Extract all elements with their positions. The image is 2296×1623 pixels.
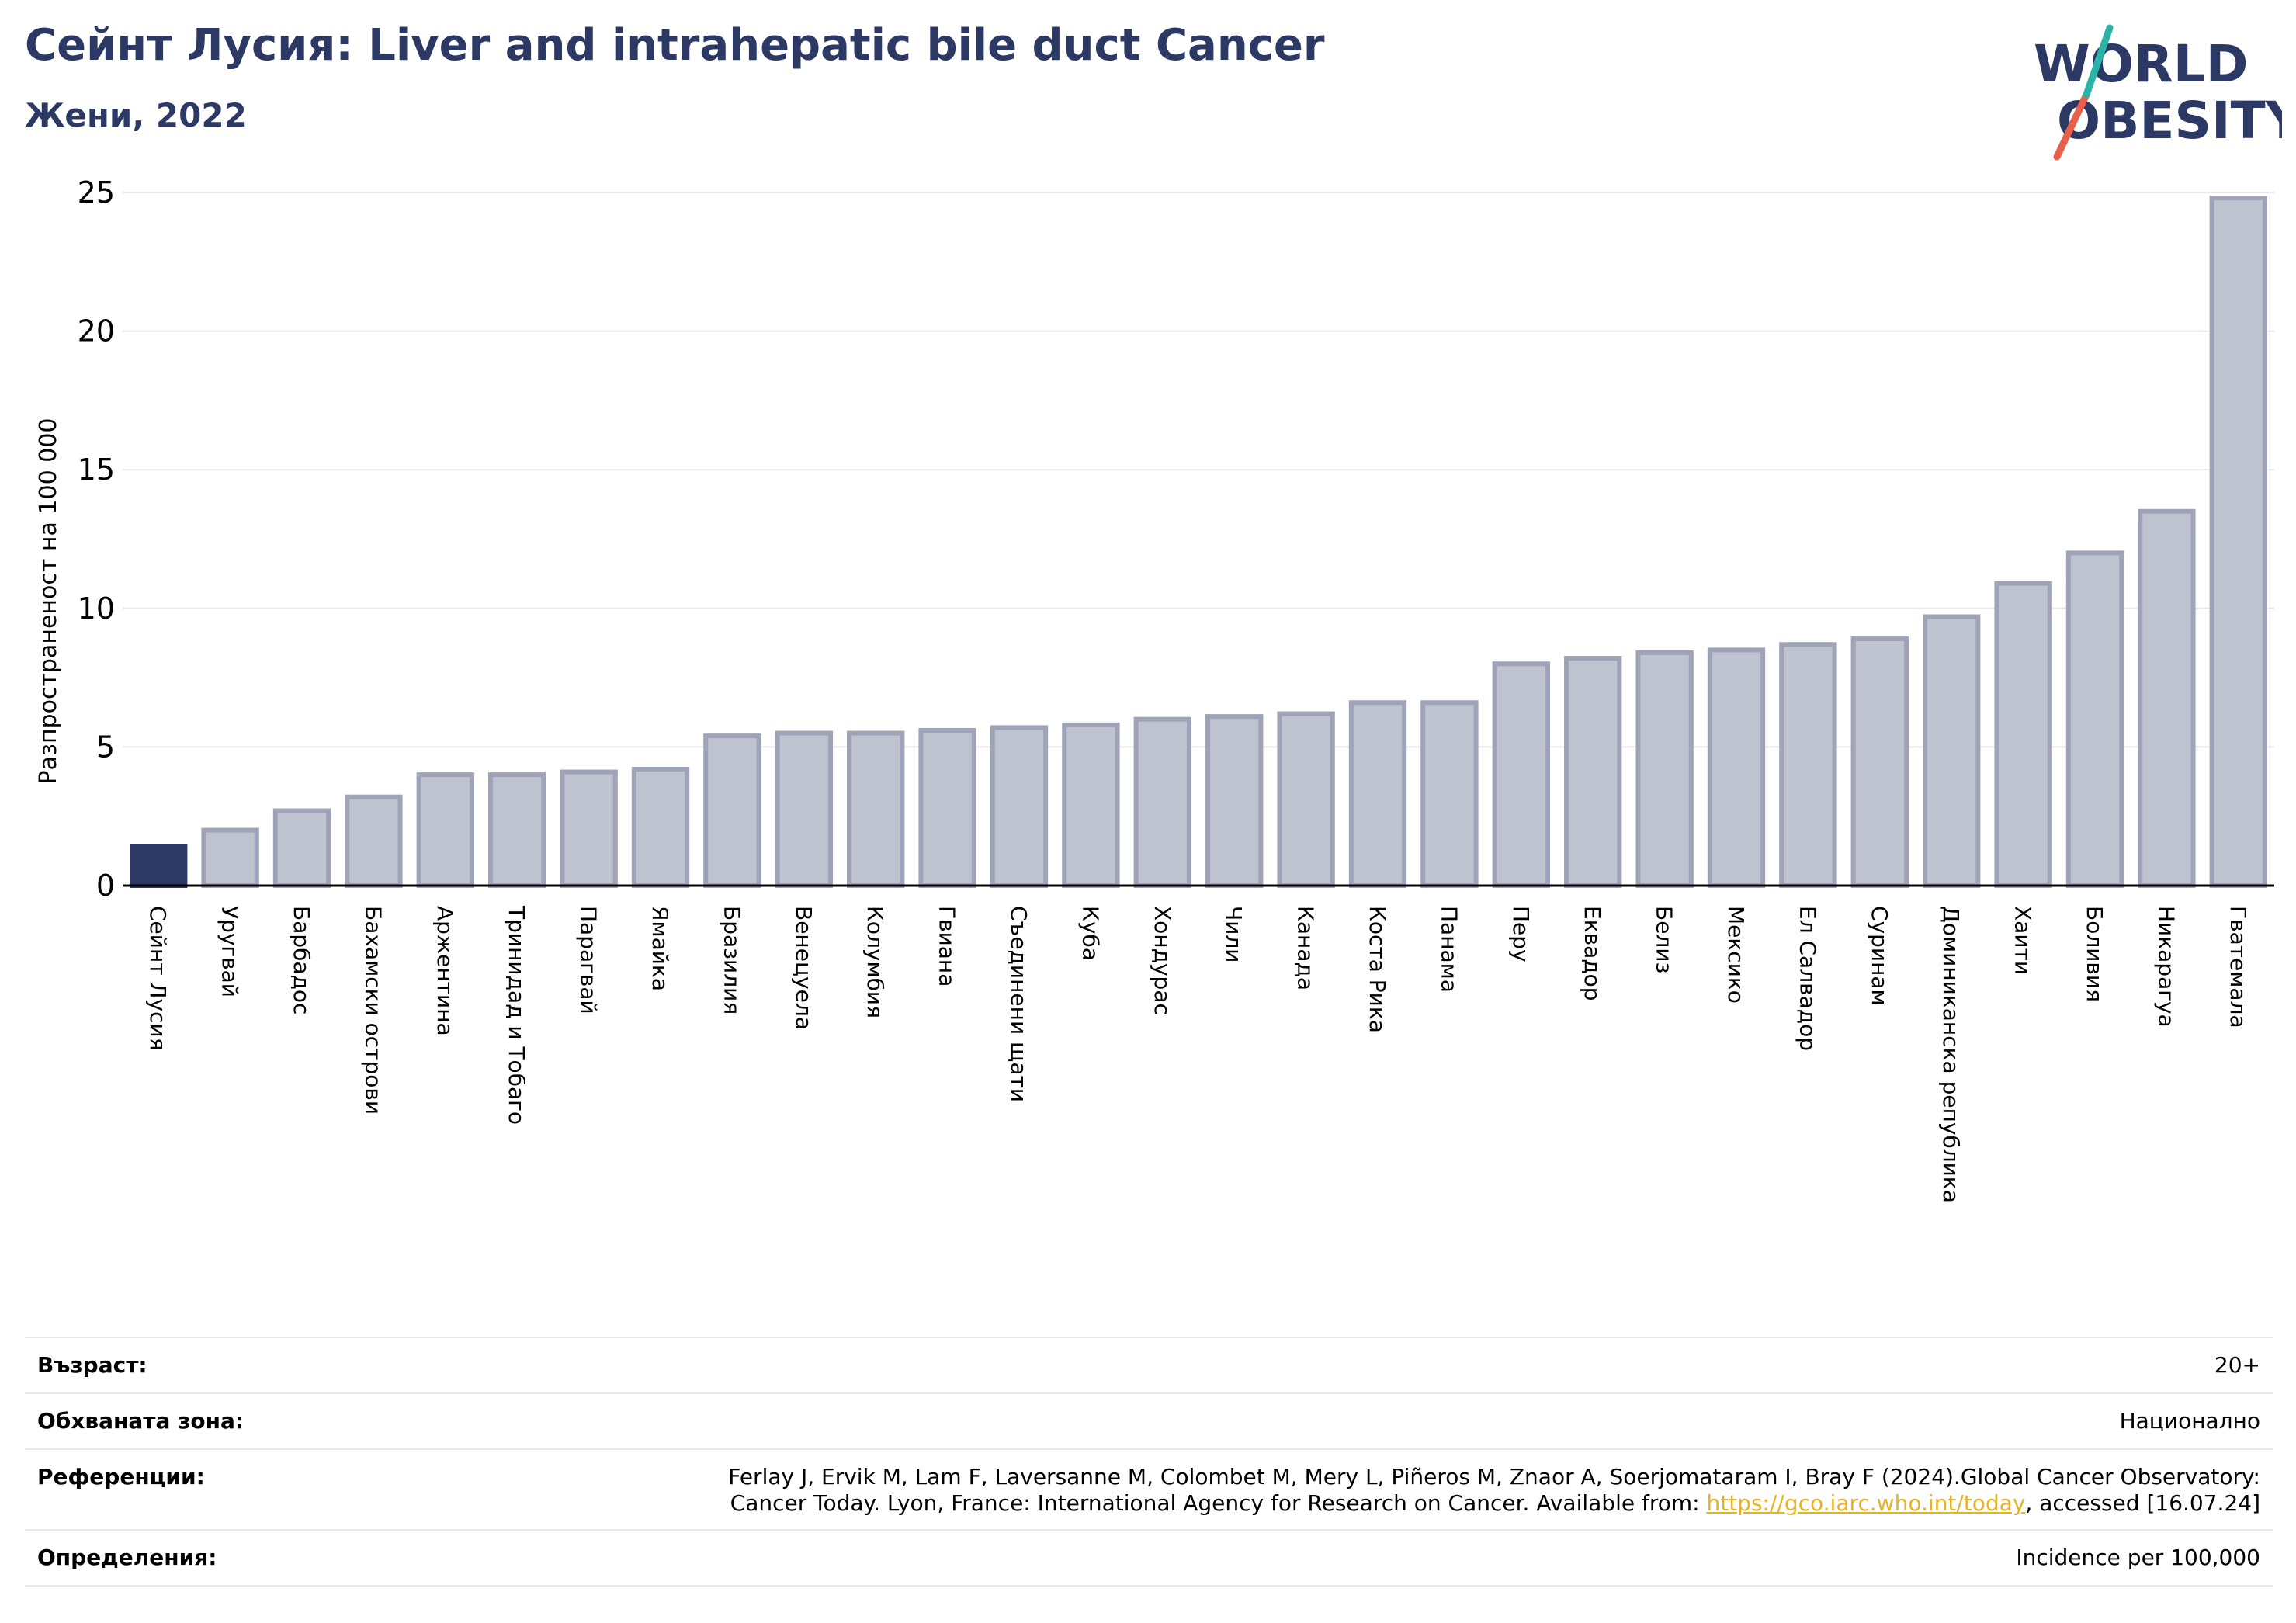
references-row: Референции: Ferlay J, Ervik M, Lam F, La… [25,1448,2273,1529]
x-tick-label: Гватемала [2225,906,2251,1028]
x-tick-label: Куба [1077,906,1103,961]
x-tick-label: Хондурас [1150,906,1175,1015]
x-tick-label: Сейнт Лусия [145,906,171,1051]
bar-chart: 0 5 10 15 20 25 Разпространеност на 100 000 С… [35,175,2274,1203]
x-tick-label: Доминиканска република [1938,906,1964,1203]
x-tick-label: Аржентина [432,906,458,1036]
x-tick-label: Хаити [2010,906,2036,975]
y-tick-label: 15 [78,453,115,487]
x-tick-label: Мексико [1723,906,1749,1004]
bar [1205,714,1264,888]
bar [1277,711,1335,889]
age-label: Възраст: [37,1352,147,1378]
x-tick-label: Уругвай [217,906,243,997]
x-tick-label: Суринам [1867,906,1892,1006]
coverage-value: Национално [2119,1408,2260,1434]
bar [2209,196,2267,889]
x-tick-label: Парагвай [576,906,602,1014]
definitions-value: Incidence per 100,000 [2016,1545,2260,1570]
y-tick-label: 25 [78,175,115,210]
x-tick-label: Ямайка [647,906,673,991]
bar [918,727,976,889]
x-tick-label: Боливия [2082,906,2107,1002]
bar [1492,661,1550,888]
bar [1348,700,1407,888]
chart-title: Сейнт Лусия: Liver and intrahepatic bile… [25,20,1325,71]
bar [990,725,1049,888]
info-table: Възраст: 20+ Обхваната зона: Национално … [25,1337,2273,1587]
coverage-label: Обхваната зона: [37,1408,245,1434]
bar [1564,656,1622,888]
x-tick-label: Коста Рика [1365,906,1390,1033]
bar [201,827,259,889]
bar [560,769,618,888]
y-axis-ticks: 0 5 10 15 20 25 [78,175,115,903]
bar [2138,508,2196,889]
age-value: 20+ [2214,1352,2260,1378]
bar [847,730,905,888]
logo-line1: WORLD [2034,34,2249,94]
x-tick-label: Панама [1436,906,1462,993]
age-row: Възраст: 20+ [25,1337,2273,1392]
logo-line2: OBESITY [2057,91,2282,151]
bar [272,808,331,889]
bars [130,196,2267,889]
references-value: Ferlay J, Ervik M, Lam F, Laversanne M, … [728,1464,2260,1517]
bar [703,733,761,888]
x-tick-label: Белиз [1652,906,1677,973]
x-tick-label: Перу [1508,906,1534,962]
x-tick-label: Бахамски острови [360,906,386,1115]
x-axis-tick-labels: Сейнт Лусия Уругвай Барбадос Бахамски остро… [145,905,2251,1203]
bar [1850,636,1909,888]
y-axis-label: Разпространеност на 100 000 [35,418,62,785]
y-tick-label: 0 [96,869,115,903]
references-link[interactable]: https://gco.iarc.who.int/today [1706,1490,2026,1516]
x-tick-label: Канада [1293,906,1319,990]
logo-slash-teal [2083,24,2114,99]
x-tick-label: Колумбия [862,906,888,1018]
bar [345,794,403,889]
references-line2-pre: Cancer Today. Lyon, France: Internationa… [730,1490,1707,1516]
x-tick-label: Никарагуа [2153,906,2179,1028]
definitions-label: Определения: [37,1545,217,1570]
bar [1420,700,1479,888]
x-tick-label: Еквадор [1580,906,1605,1001]
x-tick-label: Барбадос [289,906,314,1014]
y-tick-label: 20 [78,314,115,349]
x-tick-label: Ел Салвадор [1795,906,1820,1051]
bar [1994,581,2052,888]
bar [1779,642,1837,889]
x-tick-label: Тринидад и Тобаго [504,905,529,1125]
bar [2065,550,2124,888]
x-tick-label: Съединени щати [1006,906,1032,1102]
bar [416,772,474,888]
bar [631,766,690,889]
x-tick-label: Гвиана [935,906,960,987]
references-label: Референции: [37,1464,205,1489]
x-tick-label: Бразилия [719,906,744,1014]
x-tick-label: Чили [1221,906,1247,963]
logo-slash-red [2053,91,2090,161]
bar [1062,722,1120,888]
y-tick-label: 5 [96,730,115,764]
x-tick-label: Венецуела [791,906,817,1030]
chart-subtitle: Жени, 2022 [25,96,247,134]
bar [1707,647,1766,888]
references-line2-post: , accessed [16.07.24] [2025,1490,2260,1516]
references-line1: Ferlay J, Ervik M, Lam F, Laversanne M, … [728,1464,2260,1489]
bar [1923,614,1981,888]
bar [1133,716,1191,888]
definitions-row: Определения: Incidence per 100,000 [25,1529,2273,1587]
bar [775,730,833,888]
bar [130,844,188,888]
bar [488,772,546,888]
coverage-row: Обхваната зона: Национално [25,1392,2273,1448]
world-obesity-logo: WORLD OBESITY [2034,24,2282,161]
y-tick-label: 10 [78,591,115,626]
bar [1635,650,1694,889]
